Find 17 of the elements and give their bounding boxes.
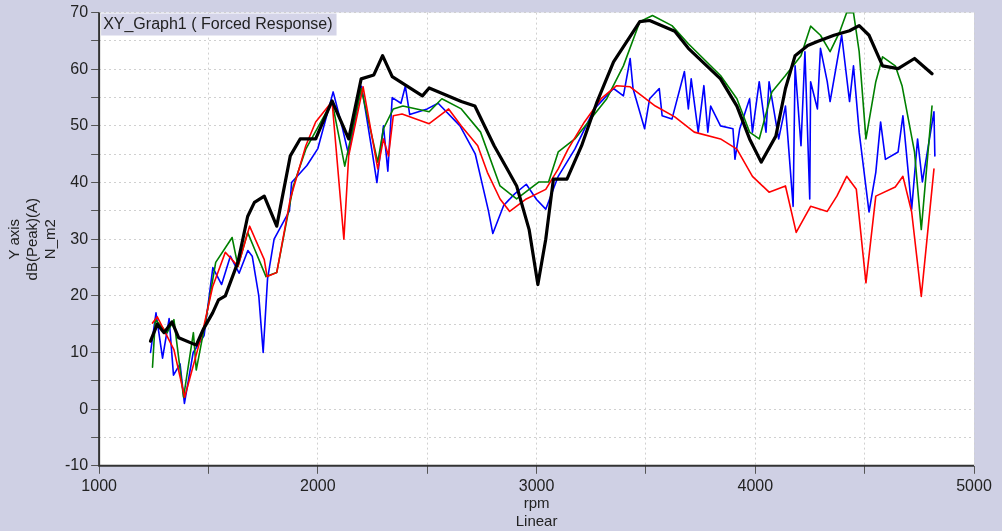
x-tick-label: 2000 <box>300 476 336 494</box>
y-tick-label: 70 <box>70 3 89 21</box>
y-tick-label: 60 <box>70 59 89 77</box>
x-tick-label: 4000 <box>737 476 774 494</box>
x-tick-label: 1000 <box>81 476 118 494</box>
y-tick-label: 0 <box>79 399 89 417</box>
y-tick-label: 10 <box>70 342 89 360</box>
y-tick-label: -10 <box>65 456 89 474</box>
y-tick-label: 40 <box>70 172 89 190</box>
y-tick-label: 50 <box>70 116 89 134</box>
y-tick-label: 30 <box>70 229 89 247</box>
x-tick-label: 5000 <box>956 476 992 494</box>
x-axis-title: rpm Linear <box>515 494 558 530</box>
chart-title: XY_Graph1 ( Forced Response) <box>103 15 333 34</box>
x-tick-label: 3000 <box>518 476 555 494</box>
y-axis-title: Y axis dB(Peak)(A) N_m2 <box>5 197 59 281</box>
y-tick-label: 20 <box>70 286 89 304</box>
